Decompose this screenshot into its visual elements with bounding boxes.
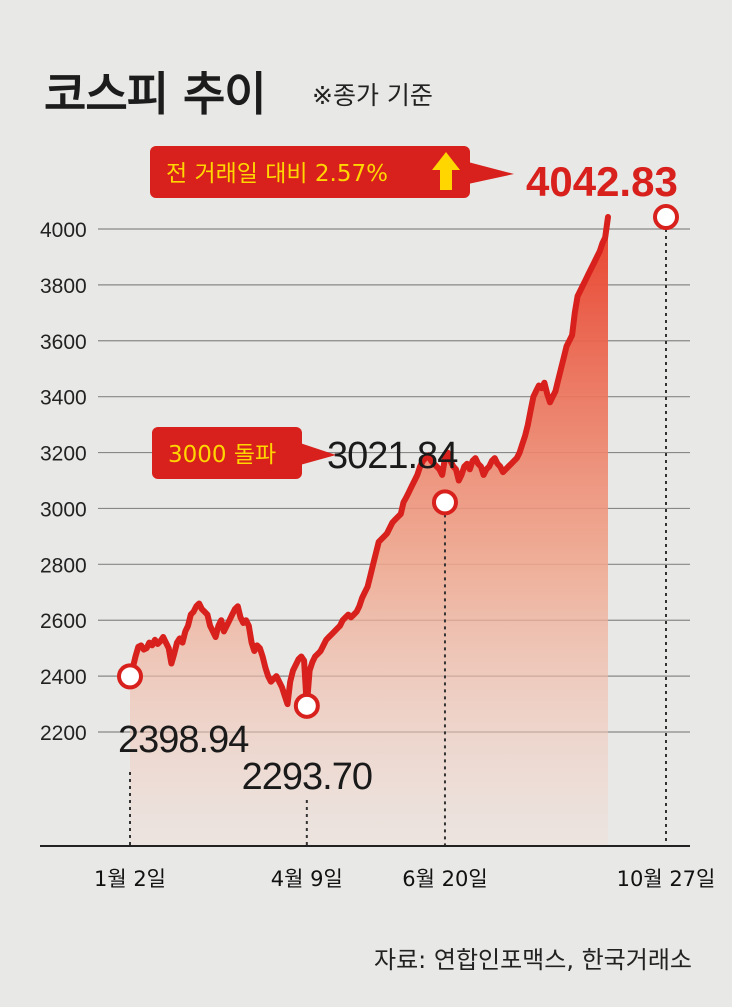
value-label-2: 3021.84 bbox=[327, 435, 458, 477]
up-arrow-icon bbox=[432, 152, 460, 190]
series-area bbox=[130, 217, 608, 846]
x-tick-label-0: 1월 2일 bbox=[94, 867, 166, 891]
data-point-marker-3 bbox=[653, 204, 679, 231]
y-tick-2200: 2200 bbox=[40, 722, 87, 745]
data-point-marker-0 bbox=[117, 663, 143, 690]
value-label-0: 2398.94 bbox=[118, 719, 249, 761]
daily-change-callout-box bbox=[150, 146, 470, 198]
y-tick-3000: 3000 bbox=[40, 498, 87, 521]
series-line bbox=[127, 214, 611, 709]
chart-subtitle: ※종가 기준 bbox=[312, 81, 433, 110]
y-tick-3600: 3600 bbox=[40, 331, 87, 354]
y-tick-3200: 3200 bbox=[40, 443, 87, 466]
daily-change-callout: 전 거래일 대비 2.57% bbox=[150, 146, 514, 198]
y-tick-2800: 2800 bbox=[40, 554, 87, 577]
x-tick-label-2: 6월 20일 bbox=[402, 867, 487, 891]
y-tick-3800: 3800 bbox=[40, 275, 87, 298]
x-tick-label-3: 10월 27일 bbox=[617, 867, 716, 891]
x-tick-label-1: 4월 9일 bbox=[271, 867, 343, 891]
y-tick-4000: 4000 bbox=[40, 219, 87, 242]
y-tick-3400: 3400 bbox=[40, 387, 87, 410]
value-label-3: 4042.83 bbox=[526, 158, 678, 205]
milestone-callout-pointer bbox=[300, 443, 336, 465]
data-point-marker-2 bbox=[431, 489, 458, 516]
data-point-marker-1 bbox=[293, 692, 320, 719]
value-label-1: 2293.70 bbox=[242, 756, 372, 798]
chart-title: 코스피 추이 bbox=[44, 67, 267, 121]
milestone-callout: 3000 돌파 bbox=[152, 427, 336, 479]
daily-change-label: 전 거래일 대비 2.57% bbox=[166, 161, 388, 187]
source-note: 자료: 연합인포맥스, 한국거래소 bbox=[373, 946, 692, 974]
daily-change-callout-pointer bbox=[468, 162, 514, 184]
milestone-label: 3000 돌파 bbox=[168, 442, 276, 468]
y-tick-2600: 2600 bbox=[40, 610, 87, 633]
y-tick-2400: 2400 bbox=[40, 666, 87, 689]
milestone-callout-box bbox=[152, 427, 302, 479]
